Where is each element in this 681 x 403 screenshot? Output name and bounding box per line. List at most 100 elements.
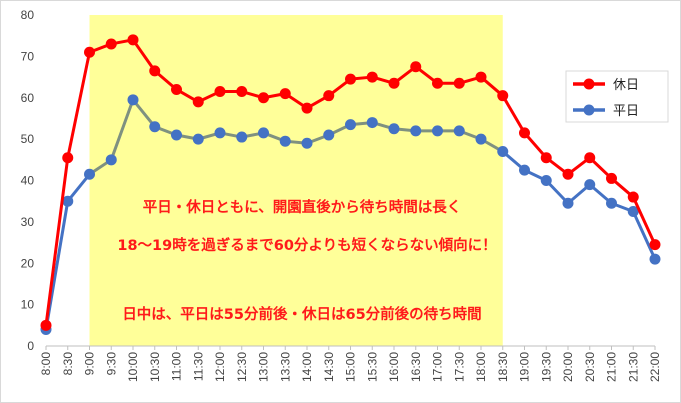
data-point [519, 164, 530, 176]
data-point [301, 137, 313, 149]
data-point [301, 102, 313, 114]
data-point [410, 125, 422, 137]
data-point [258, 92, 269, 104]
data-point [127, 34, 139, 46]
data-point [432, 77, 443, 89]
data-point [171, 129, 182, 141]
data-point [475, 71, 487, 83]
data-point [540, 152, 552, 164]
y-tick-label: 20 [21, 256, 35, 270]
data-point [410, 61, 422, 73]
y-tick-label: 30 [21, 215, 35, 229]
data-point [497, 146, 509, 158]
data-point [84, 168, 95, 180]
series-holiday [40, 34, 661, 331]
data-point [105, 38, 117, 50]
x-tick-label: 21:30 [626, 352, 640, 382]
data-point [388, 77, 400, 89]
y-tick-label: 50 [21, 132, 35, 146]
annotation-2: 18～19時を過ぎるまで60分よりも短くならない傾向に！ [117, 236, 496, 254]
series-line-segment [44, 156, 70, 327]
series-line-segment [66, 50, 91, 160]
data-point [366, 117, 378, 129]
data-point [606, 172, 617, 184]
data-point [649, 253, 661, 265]
series-line-segment [631, 195, 657, 247]
series-line-segment [131, 38, 157, 73]
y-tick-label: 0 [27, 339, 34, 353]
series-line-segment [523, 131, 548, 160]
x-tick-label: 12:30 [235, 352, 249, 382]
x-tick-label: 14:00 [300, 352, 314, 382]
legend-label-holiday: 休日 [613, 78, 639, 93]
data-point [388, 123, 400, 135]
data-point [323, 90, 335, 102]
x-tick-label: 8:30 [61, 352, 75, 376]
x-tick-label: 15:00 [344, 352, 358, 382]
series-line-segment [109, 98, 135, 162]
data-point [62, 152, 74, 164]
x-tick-label: 20:00 [561, 352, 575, 382]
annotation-3: 日中は、平日は55分前後・休日は65分前後の待ち時間 [122, 305, 481, 323]
data-point [236, 131, 248, 143]
x-tick-label: 17:30 [452, 352, 466, 382]
x-tick-label: 13:30 [278, 352, 292, 382]
x-tick-label: 20:30 [583, 352, 597, 382]
data-point [192, 96, 204, 108]
data-point [62, 195, 74, 207]
x-tick-label: 11:30 [191, 352, 205, 381]
x-tick-label: 16:00 [387, 352, 401, 382]
data-point [475, 133, 487, 145]
x-tick-label: 10:00 [126, 352, 140, 382]
data-point [606, 197, 617, 209]
data-point [453, 77, 465, 89]
legend-label-weekday: 平日 [613, 104, 639, 119]
data-point [627, 191, 639, 203]
x-tick-label: 17:00 [431, 352, 445, 382]
data-point [584, 179, 596, 191]
data-point [584, 152, 596, 164]
series-line-segment [501, 94, 526, 135]
data-point [649, 239, 661, 251]
data-point [149, 121, 161, 133]
x-tick-label: 8:00 [39, 352, 53, 376]
legend: 休日 平日 [565, 70, 669, 123]
y-tick-label: 80 [21, 8, 35, 22]
x-tick-label: 11:00 [170, 352, 184, 381]
data-point [562, 197, 574, 209]
data-point [40, 319, 52, 331]
data-point [192, 133, 204, 145]
series-line-segment [66, 172, 91, 203]
data-point [366, 71, 378, 83]
x-tick-label: 12:00 [213, 352, 227, 382]
x-tick-label: 9:00 [83, 352, 97, 376]
legend-marker-weekday [583, 104, 595, 116]
x-tick-label: 19:00 [518, 352, 532, 382]
data-point [519, 127, 530, 139]
data-point [236, 86, 248, 98]
data-point [279, 88, 291, 100]
x-tick-label: 9:30 [104, 352, 118, 376]
data-point [497, 90, 509, 102]
series-line-segment [131, 98, 157, 129]
x-tick-label: 21:00 [605, 352, 619, 382]
x-tick-label: 18:30 [496, 352, 510, 382]
x-tick-label: 18:00 [474, 352, 488, 382]
data-point [258, 127, 269, 139]
series-line-segment [631, 210, 657, 261]
data-point [127, 94, 139, 106]
data-point [279, 135, 291, 147]
y-tick-label: 10 [21, 298, 35, 312]
data-point [84, 46, 95, 58]
y-tick-label: 60 [21, 91, 35, 105]
data-point [627, 206, 639, 218]
x-tick-label: 13:00 [257, 352, 271, 382]
y-tick-label: 40 [21, 174, 35, 188]
data-point [149, 65, 161, 77]
data-point [105, 154, 117, 166]
data-point [453, 125, 465, 137]
data-point [345, 119, 356, 131]
x-tick-label: 10:30 [148, 352, 162, 382]
